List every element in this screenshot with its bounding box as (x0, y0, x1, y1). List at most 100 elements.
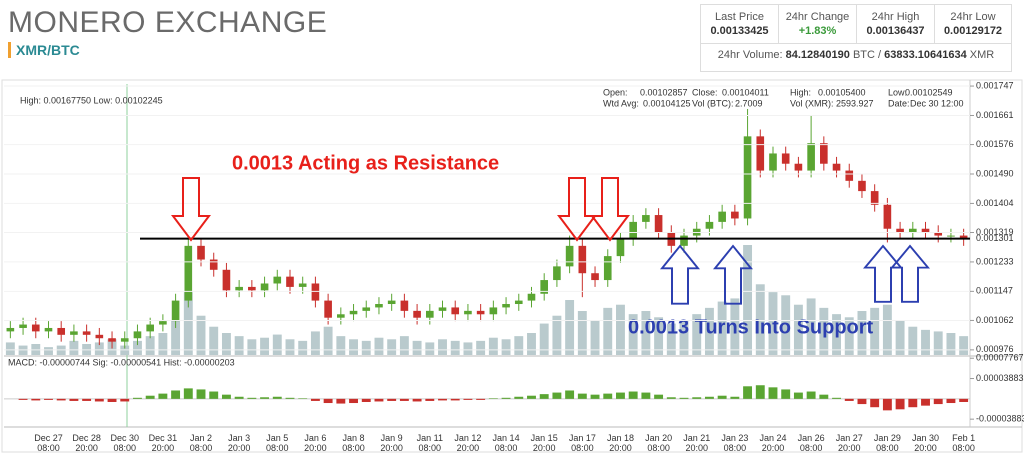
volume-bar (425, 342, 435, 355)
candle-body (159, 321, 167, 325)
candle-body (794, 163, 803, 171)
volume-bar (221, 333, 231, 355)
volume-bar (577, 311, 587, 355)
macd-bar (488, 398, 498, 399)
chart-frame (1, 79, 1023, 453)
candle-body (438, 307, 447, 311)
candle-body (921, 228, 930, 233)
macd-bar (298, 398, 308, 399)
volume-bar (209, 326, 219, 355)
volume-bar (895, 320, 905, 355)
candle-body (781, 153, 790, 164)
candle-body (476, 310, 485, 315)
macd-bar (679, 397, 689, 399)
volume-bar (183, 292, 193, 355)
candle-body (667, 232, 676, 246)
y-tick-label: 0.000976 (976, 344, 1014, 354)
candle-body (82, 331, 91, 335)
candle-body (387, 300, 396, 305)
candle-body (273, 276, 282, 284)
high-low: High: 0.00167750 Low: 0.00102245 (20, 95, 163, 105)
macd-bar (501, 397, 511, 399)
volume-bar (158, 333, 168, 355)
stat-label: 24hr Low (950, 11, 996, 23)
x-tick-label: Dec 27 08:00 (34, 433, 63, 453)
macd-bar (590, 394, 600, 399)
candle-body (553, 266, 561, 281)
volume-bar (781, 295, 791, 355)
macd-bar (577, 393, 587, 399)
macd-bar (768, 387, 778, 399)
macd-bar (743, 386, 753, 399)
candle-body (578, 245, 587, 274)
candle-body (756, 136, 765, 171)
candle-body (235, 286, 243, 291)
macd-bar (921, 398, 930, 406)
candle-body (540, 280, 549, 294)
volume-bar (921, 329, 930, 355)
macd-bar (272, 396, 282, 399)
macd-bar (438, 398, 447, 401)
x-tick-label: Dec 28 20:00 (72, 433, 101, 453)
volume-bar (704, 307, 714, 355)
macd-bar (425, 398, 435, 401)
volume-bar (120, 345, 130, 355)
volume-bar (743, 245, 753, 355)
volume-bar (247, 339, 257, 355)
macd-bar (628, 391, 638, 399)
annotation: 0.0013 Acting as Resistance (232, 152, 499, 174)
volume-sep: BTC / (852, 49, 882, 61)
volume-bar (310, 331, 320, 355)
macd-bar (387, 398, 397, 401)
candle-body (654, 215, 663, 233)
candle-body (565, 245, 574, 267)
x-tick-label: Jan 11 08:00 (416, 433, 443, 453)
y-tick-label: 0.001576 (976, 139, 1014, 149)
x-tick-label: Jan 3 20:00 (227, 433, 251, 453)
candle-body (375, 304, 383, 308)
stat-value: 0.00129172 (943, 25, 1003, 37)
volume-bar (857, 311, 867, 355)
y-tick-label: 0.00003883 (976, 373, 1024, 383)
volume-bar (298, 340, 308, 355)
candle-body (400, 300, 409, 311)
candle-body (603, 256, 612, 281)
x-tick-label: Jan 27 20:00 (835, 433, 863, 453)
info-label: Wtd Avg: (603, 98, 639, 108)
candle-body (934, 232, 943, 236)
x-tick-label: Jan 6 20:00 (304, 433, 327, 453)
macd-bar (933, 398, 943, 405)
candle-body (19, 324, 27, 328)
macd-bar (234, 396, 244, 399)
info-value: 0.00102857 (640, 87, 688, 97)
candle-body (133, 331, 142, 339)
x-tick-label: Jan 21 20:00 (683, 433, 711, 453)
macd-bar (857, 398, 867, 405)
candle-body (807, 143, 815, 171)
volume-line: 24hr Volume: 84.12840190 BTC / 63833.106… (701, 49, 1011, 61)
candle-body (743, 136, 752, 219)
volume-bar (692, 314, 702, 355)
macd-bar (133, 397, 142, 399)
volume-bar (755, 284, 765, 355)
y-tick-label: 0.001404 (976, 198, 1014, 208)
candle-body (349, 310, 358, 315)
macd-bar (196, 389, 206, 399)
candle-body (108, 338, 116, 342)
volume-bar (844, 317, 854, 355)
volume-bar (260, 337, 270, 355)
info-value: 0.00105400 (818, 87, 866, 97)
macd-bar (349, 398, 358, 404)
candle-body (514, 300, 523, 305)
macd-bar (616, 392, 625, 399)
x-tick-label: Jan 8 08:00 (342, 433, 365, 453)
macd-bar (209, 391, 219, 399)
macd-bar (806, 391, 816, 399)
candle-body (146, 324, 154, 332)
macd-bar (285, 397, 295, 399)
candle-body (248, 286, 256, 291)
macd-bar (82, 398, 92, 401)
stat-label: 24hr Change (785, 11, 850, 23)
volume-bar (590, 320, 600, 355)
stat-value: 0.00136437 (866, 25, 925, 37)
